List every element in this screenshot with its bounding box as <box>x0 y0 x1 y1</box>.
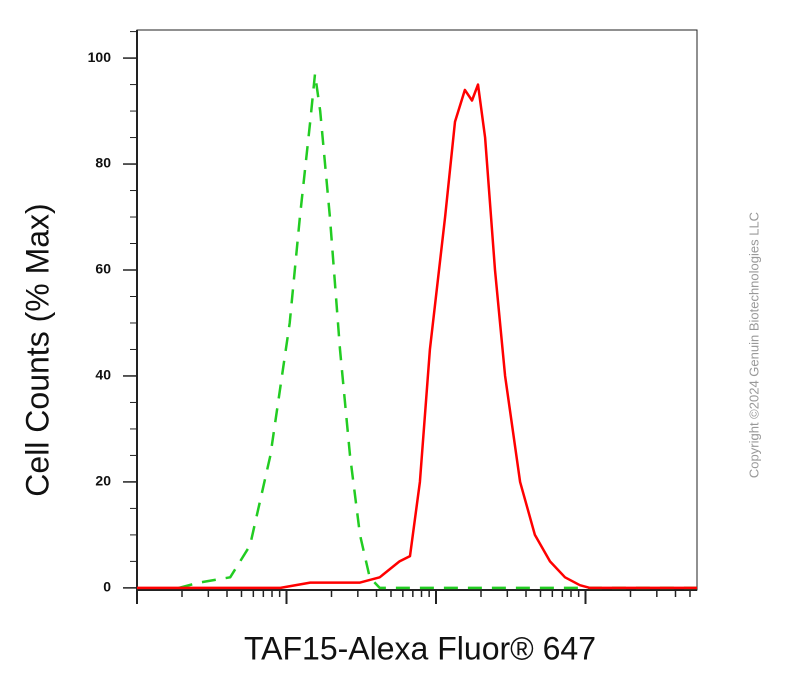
y-axis-label: Cell Counts (% Max) <box>19 203 55 496</box>
y-tick-label: 100 <box>88 49 112 65</box>
histogram-line <box>178 72 697 590</box>
y-tick-label: 60 <box>95 261 111 277</box>
y-tick-label: 0 <box>103 579 111 595</box>
histogram-line <box>137 83 697 590</box>
x-axis-label: TAF15-Alexa Fluor® 647 <box>244 630 596 666</box>
y-tick-label: 20 <box>95 473 111 489</box>
y-tick-label: 40 <box>95 367 111 383</box>
copyright: Copyright ©2024 Genuin Biotechnologies L… <box>746 212 761 478</box>
y-tick-label: 80 <box>95 155 111 171</box>
